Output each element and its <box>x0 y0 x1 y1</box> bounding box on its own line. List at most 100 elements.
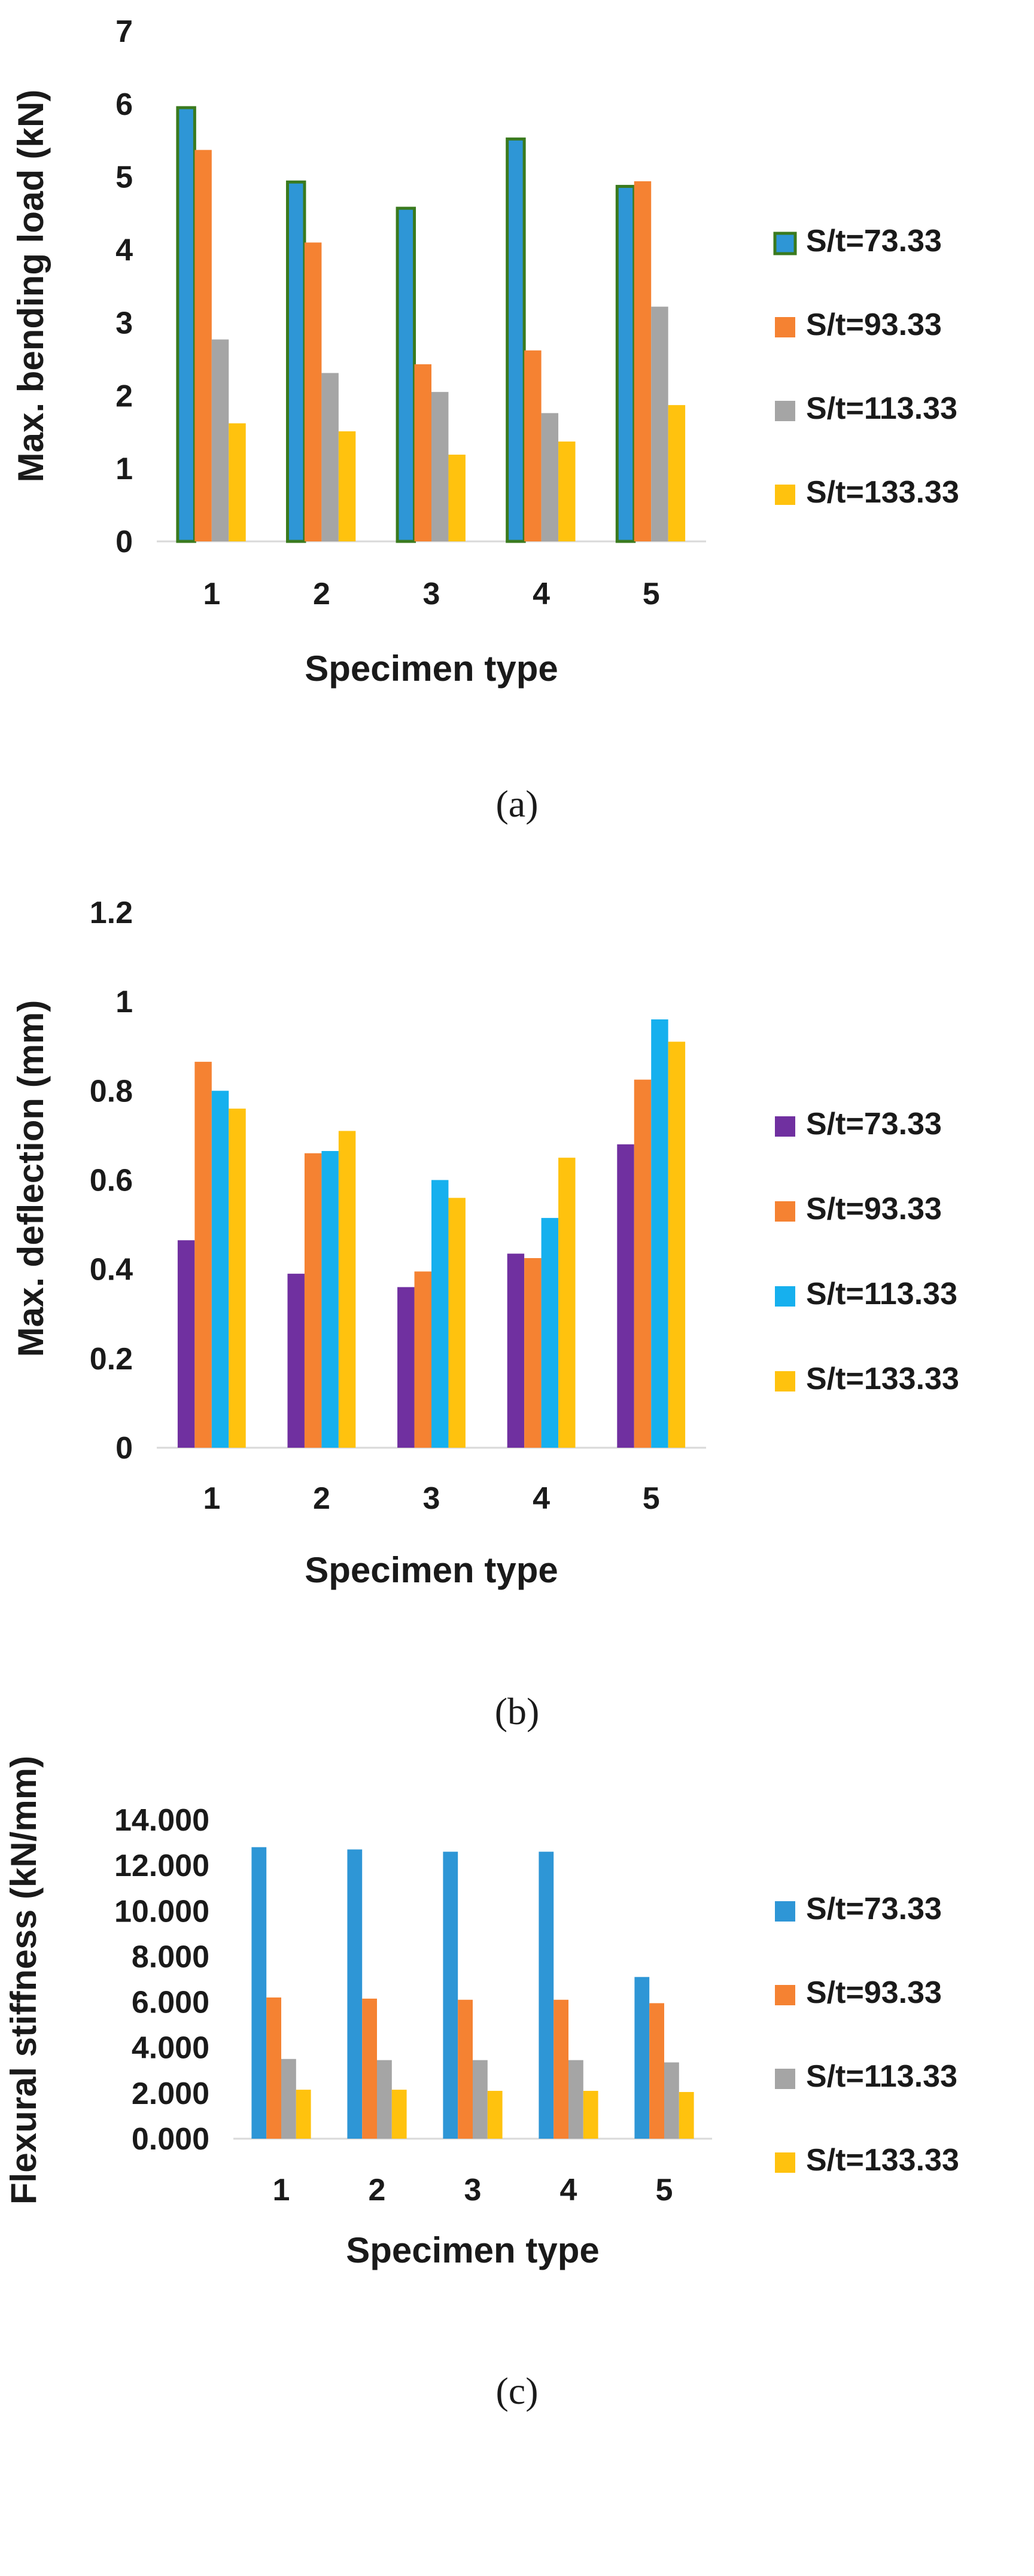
bar-a-cat4-series3 <box>541 413 559 541</box>
bar-a-cat2-series3 <box>321 373 339 541</box>
legend-label: S/t=93.33 <box>806 1192 942 1226</box>
legend: S/t=73.33 S/t=93.33 S/t=113.33 S/t=133.33 <box>775 1892 959 2178</box>
bar-a-cat2-series1 <box>285 180 306 543</box>
bar-c-cat1-series4 <box>296 2090 311 2139</box>
bar-b-cat3-series2 <box>414 1271 431 1448</box>
bar-b-cat2-series4 <box>338 1131 356 1448</box>
bar-b-cat3-series3 <box>431 1180 449 1448</box>
bar-b-cat3-series4 <box>448 1198 466 1448</box>
legend-label: S/t=73.33 <box>806 224 942 258</box>
legend-swatch <box>775 317 795 337</box>
bar-c-cat4-series2 <box>554 1999 568 2139</box>
bar-a-cat5-series2 <box>634 181 652 541</box>
bar-a-cat3-series2 <box>414 364 431 541</box>
bar-b-cat4-series2 <box>524 1258 542 1448</box>
bar-b-cat2-series2 <box>304 1153 322 1448</box>
bar-c-cat5-series3 <box>664 2062 679 2139</box>
x-tick-label: 5 <box>643 1481 660 1516</box>
bar-b-cat3-series1 <box>397 1287 415 1448</box>
y-axis-title: Max. deflection (mm) <box>11 1000 51 1357</box>
bar-c-cat2-series3 <box>377 2060 392 2139</box>
y-tick-label: 1.2 <box>90 896 133 930</box>
x-tick-label: 2 <box>369 2173 386 2207</box>
bar-b-cat4-series3 <box>541 1217 559 1448</box>
x-tick-label: 5 <box>656 2173 673 2207</box>
y-tick-label: 6.000 <box>132 1986 209 2020</box>
bar-a-cat3-series1 <box>396 206 416 543</box>
x-tick-label: 4 <box>533 577 550 611</box>
legend-swatch <box>775 1985 795 2005</box>
chart-panel-c: 0.000 2.000 4.000 6.000 8.000 10.000 12.000 14.… <box>4 1756 959 2412</box>
bar-b-cat1-series2 <box>194 1061 212 1448</box>
legend-label: S/t=133.33 <box>806 2143 959 2178</box>
bar-c-cat3-series2 <box>458 1999 473 2139</box>
x-tick-label: 1 <box>273 2173 290 2207</box>
legend-label: S/t=113.33 <box>806 2059 957 2094</box>
legend-swatch <box>775 2069 795 2089</box>
bar-a-cat1-series4 <box>229 423 246 541</box>
bar-b-cat4-series1 <box>507 1253 525 1448</box>
bar-c-cat2-series2 <box>362 1998 377 2139</box>
bar-a-cat2-series2 <box>304 242 322 541</box>
y-tick-label: 8.000 <box>132 1939 209 1974</box>
bar-a-cat1-series3 <box>211 339 229 541</box>
y-axis-title: Flexural stiffness (kN/mm) <box>4 1756 44 2204</box>
bar-a-cat1-series1 <box>176 106 196 543</box>
legend-swatch <box>775 1201 795 1222</box>
bar-c-cat1-series3 <box>281 2059 296 2139</box>
bar-c-cat1-series1 <box>251 1847 267 2139</box>
bar-b-cat5-series4 <box>668 1042 686 1448</box>
x-axis-title: Specimen type <box>305 1550 558 1590</box>
bar-c-cat4-series4 <box>583 2091 598 2139</box>
y-axis-title: Max. bending load (kN) <box>11 90 51 483</box>
y-tick-label: 2 <box>115 379 133 413</box>
x-tick-label: 1 <box>203 577 220 611</box>
y-tick-label: 1 <box>115 985 133 1019</box>
bar-a-cat4-series4 <box>558 441 576 541</box>
panel-caption: (c) <box>495 2370 538 2412</box>
bar-c-cat1-series2 <box>266 1997 281 2139</box>
x-tick-label: 5 <box>643 577 660 611</box>
legend-swatch <box>775 1116 795 1137</box>
y-tick-label: 14.000 <box>114 1803 209 1838</box>
x-tick-label: 2 <box>313 1481 330 1516</box>
chart-panel-a: 0 1 2 3 4 5 6 7 1 2 3 4 5 Specimen type Max. bending l… <box>11 14 959 825</box>
bar-a-cat4-series1 <box>506 137 526 543</box>
bar-b-cat1-series3 <box>211 1091 229 1448</box>
legend-label: S/t=133.33 <box>806 475 959 510</box>
bar-c-cat2-series1 <box>347 1849 363 2139</box>
legend-swatch <box>775 2152 795 2173</box>
legend: S/t=73.33 S/t=93.33 S/t=113.33 S/t=133.33 <box>775 1107 959 1396</box>
y-tick-label: 0.2 <box>90 1342 133 1377</box>
bar-a-cat3-series4 <box>448 454 466 541</box>
legend-swatch <box>775 1286 795 1307</box>
y-tick-label: 0.8 <box>90 1074 133 1109</box>
legend-label: S/t=113.33 <box>806 1277 957 1311</box>
chart-panel-b: 0 0.2 0.4 0.6 0.8 1 1.2 1 2 3 4 5 Specimen type Max. … <box>11 896 959 1732</box>
y-tick-label: 4.000 <box>132 2031 209 2066</box>
legend-swatch <box>775 485 795 505</box>
bar-a-cat5-series3 <box>651 306 668 541</box>
y-tick-label: 0 <box>115 1431 133 1466</box>
bar-a-cat3-series3 <box>431 392 449 541</box>
bar-c-cat3-series1 <box>443 1852 458 2139</box>
bar-c-cat3-series4 <box>487 2091 503 2139</box>
y-tick-label: 0.4 <box>90 1253 133 1287</box>
bar-b-cat2-series1 <box>287 1274 305 1448</box>
y-tick-label: 3 <box>115 306 133 340</box>
y-tick-label: 0 <box>115 525 133 559</box>
y-tick-label: 6 <box>115 87 133 122</box>
bar-a-cat2-series4 <box>338 431 356 541</box>
legend-label: S/t=73.33 <box>806 1892 942 1926</box>
panel-caption: (b) <box>495 1690 540 1732</box>
bar-b-cat5-series1 <box>617 1144 634 1448</box>
legend-label: S/t=93.33 <box>806 1975 942 2010</box>
bar-c-cat4-series3 <box>568 2060 583 2139</box>
legend: S/t=73.33 S/t=93.33 S/t=113.33 S/t=133.33 <box>773 224 959 510</box>
legend-swatch <box>775 1901 795 1922</box>
bar-b-cat5-series3 <box>651 1019 668 1448</box>
x-tick-label: 4 <box>560 2173 577 2207</box>
y-tick-label: 12.000 <box>114 1849 209 1883</box>
y-tick-label: 0.000 <box>132 2122 209 2157</box>
